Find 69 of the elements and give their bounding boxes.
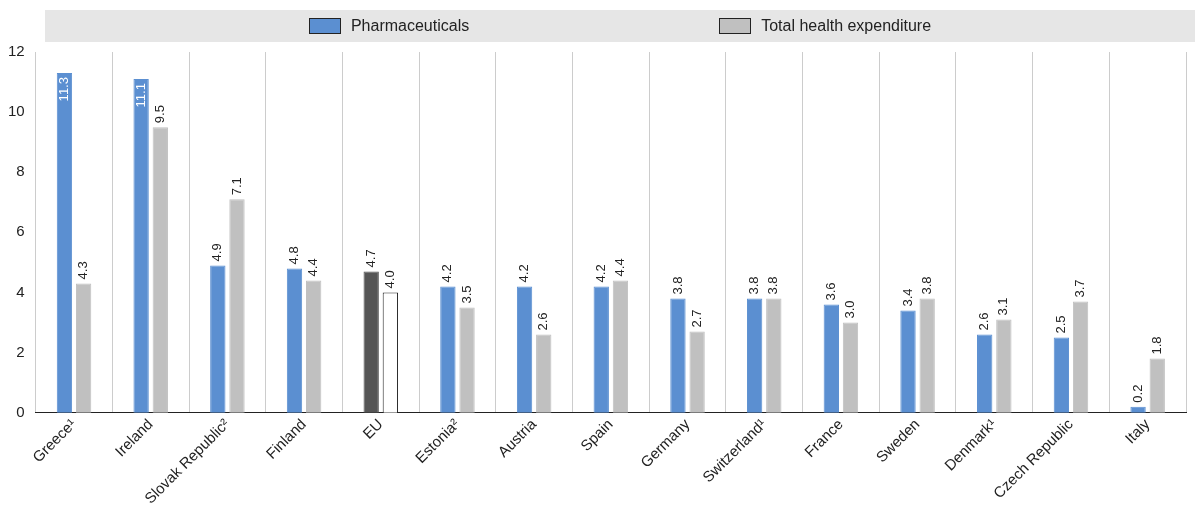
data-label: 2.5 [1052, 315, 1068, 334]
bar [363, 271, 379, 413]
bar [919, 298, 935, 413]
x-tick-label: Italy [1121, 414, 1154, 447]
data-label: 4.4 [612, 258, 628, 277]
data-label: 4.7 [362, 249, 378, 268]
data-label: 9.5 [151, 105, 167, 124]
data-label: 3.8 [918, 276, 934, 295]
data-label: 4.8 [286, 246, 302, 265]
data-label: 3.8 [765, 276, 781, 295]
data-label: 11.3 [56, 77, 72, 102]
y-tick-label: 4 [16, 282, 25, 300]
bar [133, 79, 149, 413]
data-label: 3.4 [899, 288, 915, 307]
data-label: 3.8 [746, 276, 762, 295]
bar [286, 268, 303, 413]
data-label: 11.1 [132, 83, 148, 108]
data-label: 0.2 [1129, 384, 1145, 403]
data-label: 2.6 [535, 312, 551, 331]
bar [56, 73, 73, 413]
data-label: 3.1 [995, 297, 1011, 316]
bar [996, 319, 1012, 413]
bar [229, 199, 245, 413]
bar [670, 298, 686, 413]
data-label: 3.0 [842, 300, 858, 319]
data-label: 4.9 [209, 243, 225, 262]
bar [75, 283, 92, 413]
bar [459, 307, 475, 413]
bar [1149, 358, 1165, 413]
bar [210, 265, 226, 413]
bar [766, 298, 782, 413]
bar [900, 310, 916, 413]
data-label: 7.1 [228, 177, 244, 196]
bar [689, 331, 705, 413]
bar [823, 304, 839, 413]
data-label: 4.0 [381, 270, 397, 289]
bar [593, 286, 609, 413]
bar [536, 334, 552, 413]
data-label: 3.8 [669, 276, 685, 295]
y-tick-label: 0 [16, 402, 25, 420]
bar [306, 280, 322, 413]
legend-label: Total health expenditure [761, 17, 932, 35]
data-label: 1.8 [1148, 336, 1164, 355]
y-tick-label: 6 [16, 222, 25, 240]
bar [977, 334, 993, 413]
bar [1072, 301, 1089, 413]
x-tick-label: EU [359, 415, 386, 442]
bar [152, 127, 168, 413]
data-label: 4.2 [592, 264, 608, 283]
bar [746, 298, 763, 413]
data-label: 3.5 [458, 285, 474, 304]
y-tick-label: 12 [8, 42, 25, 60]
data-label: 2.7 [688, 309, 704, 328]
data-label: 4.4 [305, 258, 321, 277]
data-label: 4.2 [439, 264, 455, 283]
bar [440, 286, 456, 413]
y-tick-label: 8 [16, 162, 25, 180]
legend-label: Pharmaceuticals [350, 17, 470, 35]
data-label: 4.2 [516, 264, 532, 283]
data-label: 4.3 [75, 261, 91, 280]
bar [516, 286, 533, 413]
data-label: 3.6 [822, 282, 838, 301]
data-label: 2.6 [976, 312, 992, 331]
bar [1053, 337, 1070, 413]
bar [612, 280, 629, 413]
y-tick-label: 2 [16, 342, 25, 360]
bar [842, 322, 859, 413]
y-tick-label: 10 [8, 102, 25, 120]
data-label: 3.7 [1072, 279, 1088, 298]
